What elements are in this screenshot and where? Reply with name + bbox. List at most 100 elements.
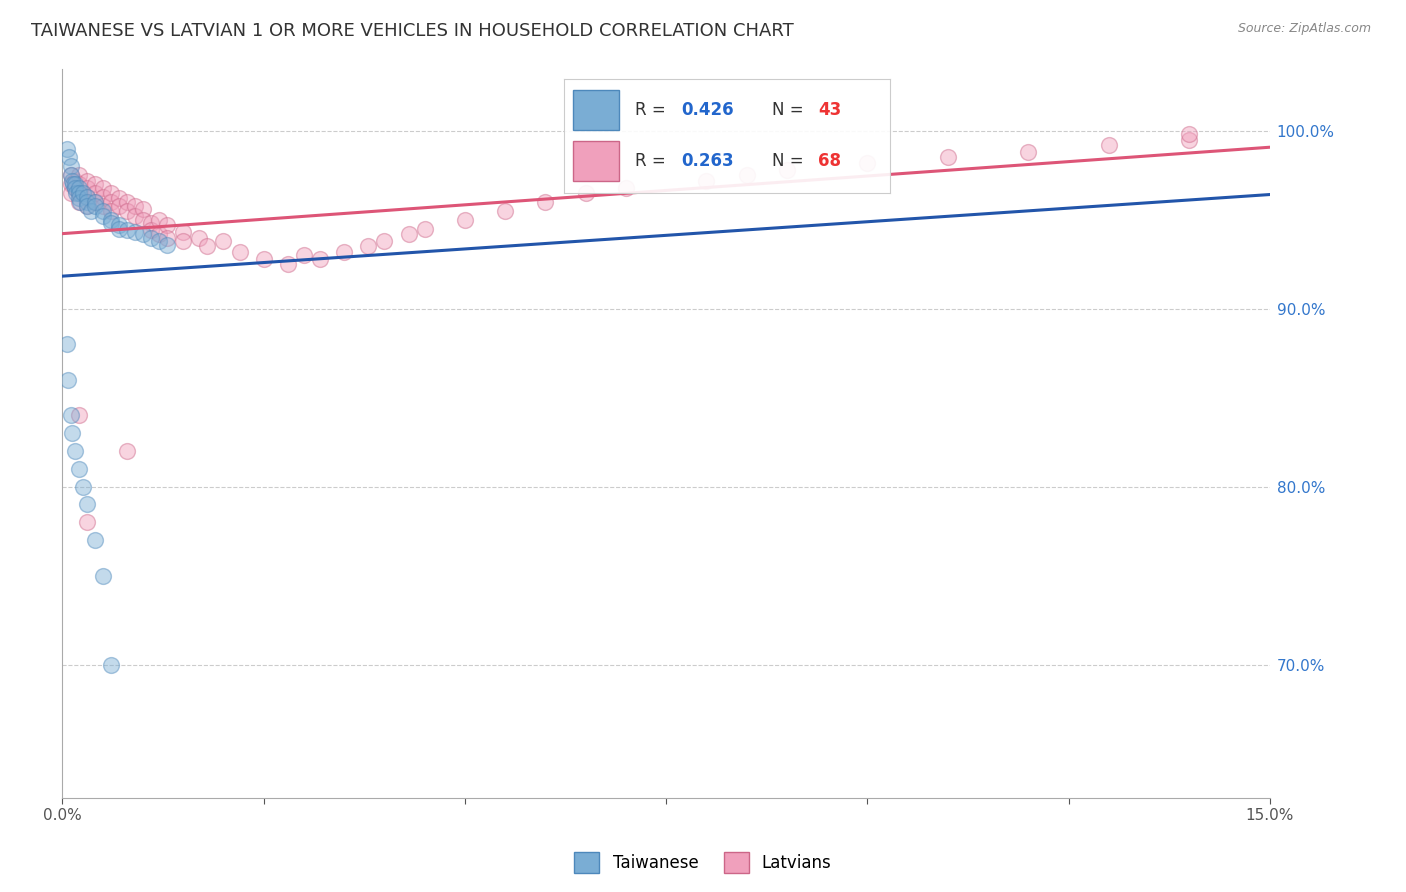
Point: [83, 194, 105, 209]
Point: [115, 203, 138, 218]
Point: [76, 173, 98, 187]
Point: [139, 230, 162, 244]
Point: [83, 533, 105, 547]
Point: [67, 180, 90, 194]
Point: [309, 252, 332, 266]
Point: [91, 180, 114, 194]
Point: [100, 203, 122, 218]
Point: [55, 337, 77, 351]
Point: [413, 221, 436, 235]
Point: [91, 203, 114, 218]
Point: [67, 409, 90, 423]
Point: [76, 198, 98, 212]
Point: [115, 194, 138, 209]
Point: [83, 198, 105, 212]
Point: [62, 177, 84, 191]
Point: [59, 177, 82, 191]
Point: [132, 202, 155, 216]
Point: [59, 186, 82, 200]
Point: [277, 257, 299, 271]
Point: [172, 225, 194, 239]
Point: [575, 186, 598, 200]
Point: [108, 191, 131, 205]
Point: [1178, 133, 1201, 147]
Point: [60, 426, 83, 441]
Point: [212, 234, 235, 248]
Point: [124, 198, 146, 212]
Point: [63, 177, 86, 191]
Point: [148, 212, 170, 227]
Point: [67, 186, 90, 200]
Point: [776, 163, 799, 178]
Point: [67, 194, 90, 209]
Point: [115, 223, 138, 237]
Point: [76, 498, 98, 512]
Point: [156, 230, 179, 244]
Point: [936, 151, 959, 165]
Point: [83, 177, 105, 191]
Point: [63, 180, 86, 194]
Point: [67, 191, 90, 205]
Point: [59, 169, 82, 183]
Point: [76, 180, 98, 194]
Text: Source: ZipAtlas.com: Source: ZipAtlas.com: [1237, 22, 1371, 36]
Point: [124, 225, 146, 239]
Point: [55, 142, 77, 156]
Point: [373, 234, 395, 248]
Point: [614, 180, 637, 194]
Point: [172, 234, 194, 248]
Point: [100, 216, 122, 230]
Point: [148, 227, 170, 241]
Point: [76, 189, 98, 203]
Point: [108, 218, 131, 232]
Point: [63, 173, 86, 187]
Point: [156, 237, 179, 252]
Point: [100, 212, 122, 227]
Point: [59, 169, 82, 183]
Point: [228, 244, 250, 259]
Point: [67, 177, 90, 191]
Point: [59, 409, 82, 423]
Point: [72, 480, 94, 494]
Point: [67, 169, 90, 183]
Point: [100, 657, 122, 672]
Point: [58, 151, 80, 165]
Point: [60, 173, 83, 187]
Point: [695, 173, 717, 187]
Point: [108, 221, 131, 235]
Point: [156, 218, 179, 232]
Legend: Taiwanese, Latvians: Taiwanese, Latvians: [568, 846, 838, 880]
Point: [188, 230, 211, 244]
Point: [398, 227, 420, 241]
Point: [534, 194, 557, 209]
Point: [76, 515, 98, 529]
Point: [1178, 128, 1201, 142]
Point: [139, 216, 162, 230]
Point: [91, 568, 114, 582]
Point: [91, 209, 114, 223]
Point: [132, 227, 155, 241]
Point: [333, 244, 356, 259]
Point: [1017, 145, 1039, 160]
Point: [100, 186, 122, 200]
Point: [72, 186, 94, 200]
Point: [65, 186, 87, 200]
Point: [76, 194, 98, 209]
Point: [124, 209, 146, 223]
Point: [1098, 138, 1121, 153]
Point: [139, 223, 162, 237]
Point: [454, 212, 477, 227]
Point: [59, 160, 82, 174]
Point: [735, 169, 758, 183]
Point: [76, 189, 98, 203]
Point: [195, 239, 218, 253]
Point: [494, 203, 516, 218]
Text: TAIWANESE VS LATVIAN 1 OR MORE VEHICLES IN HOUSEHOLD CORRELATION CHART: TAIWANESE VS LATVIAN 1 OR MORE VEHICLES …: [31, 22, 793, 40]
Point: [83, 194, 105, 209]
Point: [83, 186, 105, 200]
Point: [132, 212, 155, 227]
Point: [65, 180, 87, 194]
Point: [67, 186, 90, 200]
Point: [108, 198, 131, 212]
Point: [253, 252, 276, 266]
